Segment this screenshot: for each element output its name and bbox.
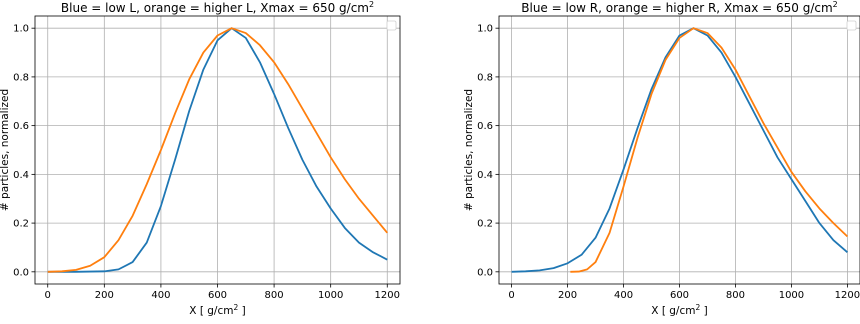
y-tick-label: 0.2 bbox=[13, 219, 29, 230]
y-axis-label: # particles, normalized bbox=[0, 89, 11, 211]
x-axis-label: X [ g/cm2 ] bbox=[189, 303, 245, 317]
series-line-1 bbox=[511, 27, 849, 273]
legend-box bbox=[386, 20, 397, 31]
x-tick-label: 800 bbox=[726, 290, 745, 301]
y-tick-label: 0.0 bbox=[13, 267, 29, 278]
x-tick-label: 200 bbox=[95, 290, 114, 301]
x-tick-label: 1000 bbox=[779, 290, 804, 301]
legend-box bbox=[846, 20, 857, 31]
y-tick-label: 0.4 bbox=[477, 170, 493, 181]
series-line-2 bbox=[47, 27, 388, 273]
chart-panel-1: 0 200 400 600 800 1000 1200 0.0 0.2 0.4 0.6 0.8 1.0 B… bbox=[0, 0, 401, 317]
x-tick-label: 1000 bbox=[318, 290, 343, 301]
x-tick-label: 400 bbox=[151, 290, 170, 301]
y-tick-label: 0.6 bbox=[13, 121, 29, 132]
x-tick-label: 600 bbox=[208, 290, 227, 301]
x-tick-label: 0 bbox=[45, 290, 51, 301]
y-tick-label: 1.0 bbox=[477, 24, 493, 35]
y-axis-label: # particles, normalized bbox=[463, 89, 475, 211]
x-tick-label: 1200 bbox=[375, 290, 400, 301]
chart-title: Blue = low L, orange = higher L, Xmax = … bbox=[61, 0, 374, 15]
x-axis-label: X [ g/cm2 ] bbox=[651, 303, 707, 317]
x-tick-label: 600 bbox=[670, 290, 689, 301]
x-tick-label: 800 bbox=[265, 290, 284, 301]
series-line-2 bbox=[570, 27, 849, 273]
x-tick-label: 1200 bbox=[835, 290, 860, 301]
x-tick-label: 400 bbox=[614, 290, 633, 301]
chart-title: Blue = low R, orange = higher R, Xmax = … bbox=[521, 0, 838, 15]
x-tick-label: 200 bbox=[558, 290, 577, 301]
y-tick-label: 0.8 bbox=[477, 72, 493, 83]
chart-panel-2: 0 200 400 600 800 1000 1200 0.0 0.2 0.4 0.6 0.8 1.0 B… bbox=[463, 0, 860, 317]
x-tick-label: 0 bbox=[508, 290, 514, 301]
y-tick-label: 1.0 bbox=[13, 24, 29, 35]
y-tick-label: 0.0 bbox=[477, 267, 493, 278]
y-tick-label: 0.4 bbox=[13, 170, 29, 181]
y-tick-label: 0.6 bbox=[477, 121, 493, 132]
y-tick-label: 0.2 bbox=[477, 219, 493, 230]
y-tick-label: 0.8 bbox=[13, 72, 29, 83]
